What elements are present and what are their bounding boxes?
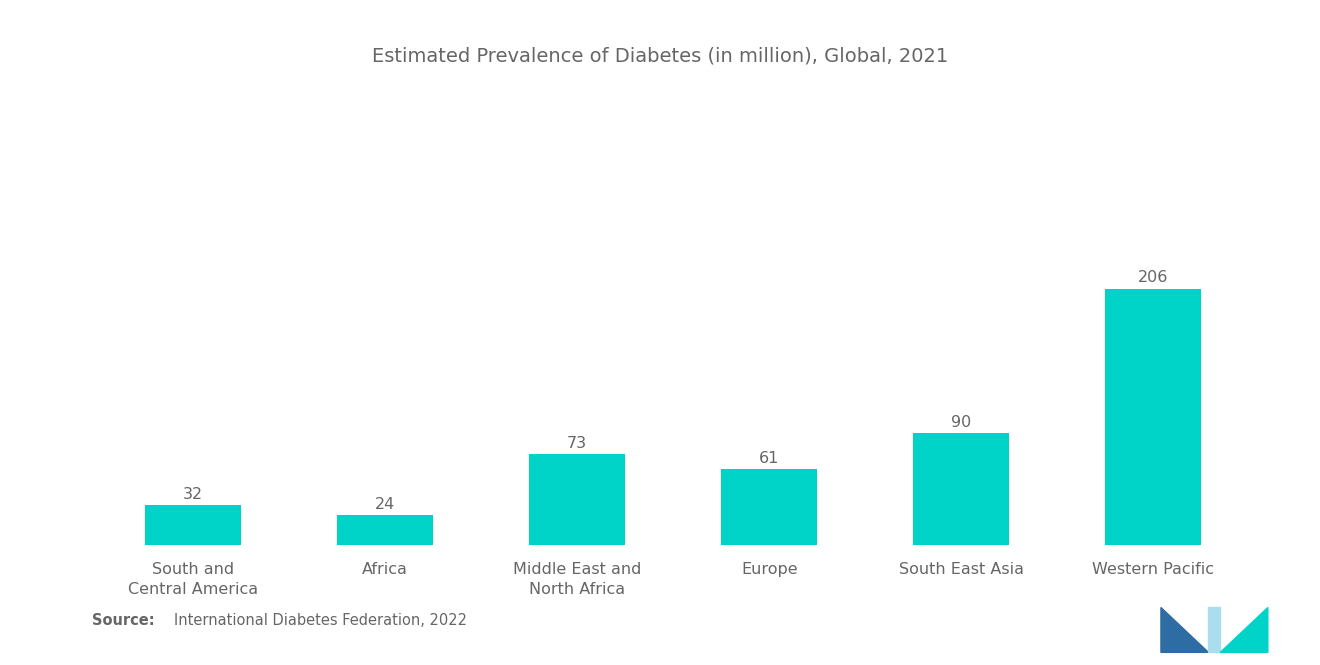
Bar: [145, 505, 242, 545]
Polygon shape: [1220, 608, 1267, 652]
Text: 24: 24: [375, 497, 395, 511]
Polygon shape: [1162, 608, 1209, 652]
Text: Source:: Source:: [92, 613, 154, 628]
Text: 32: 32: [183, 487, 203, 502]
Bar: [1105, 289, 1201, 545]
Bar: [721, 469, 817, 545]
Bar: [529, 454, 626, 545]
Bar: [337, 515, 433, 545]
Text: 90: 90: [952, 414, 972, 430]
Text: International Diabetes Federation, 2022: International Diabetes Federation, 2022: [174, 613, 467, 628]
Text: 73: 73: [568, 436, 587, 451]
Text: 61: 61: [759, 451, 779, 465]
Text: Estimated Prevalence of Diabetes (in million), Global, 2021: Estimated Prevalence of Diabetes (in mil…: [372, 47, 948, 66]
Bar: [913, 434, 1010, 545]
Polygon shape: [1209, 608, 1220, 652]
Text: 206: 206: [1138, 270, 1168, 285]
